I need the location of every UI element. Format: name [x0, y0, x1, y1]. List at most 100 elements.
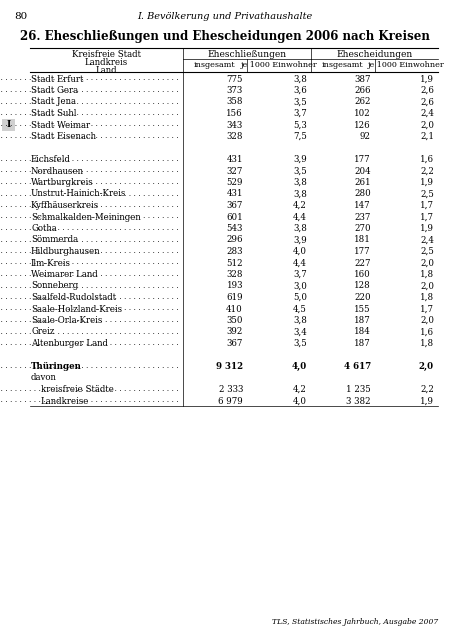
Text: 543: 543: [227, 224, 243, 233]
Text: 373: 373: [227, 86, 243, 95]
Text: . . . . . . . . . . . . . . . . . . . . . . . . . . . . . . . . . . . . . . . .: . . . . . . . . . . . . . . . . . . . . …: [0, 189, 181, 198]
Text: 4,4: 4,4: [293, 259, 307, 268]
Text: 237: 237: [355, 212, 371, 221]
Text: 4 617: 4 617: [344, 362, 371, 371]
Text: 1,8: 1,8: [420, 293, 434, 302]
Text: 177: 177: [355, 155, 371, 164]
Text: 1,9: 1,9: [420, 397, 434, 406]
Text: 3 382: 3 382: [346, 397, 371, 406]
Text: 1 235: 1 235: [346, 385, 371, 394]
Text: 3,5: 3,5: [293, 339, 307, 348]
Text: Unstrut-Hainich-Kreis: Unstrut-Hainich-Kreis: [31, 189, 126, 198]
Text: I: I: [6, 120, 11, 129]
Text: 3,8: 3,8: [293, 224, 307, 233]
Text: 4,2: 4,2: [293, 385, 307, 394]
Text: 4,0: 4,0: [292, 362, 307, 371]
Text: . . . . . . . . . . . . . . . . . . . . . . . . . . . . . . . . . . . . . . . .: . . . . . . . . . . . . . . . . . . . . …: [0, 74, 181, 83]
Text: 2,0: 2,0: [420, 259, 434, 268]
Text: 2,6: 2,6: [420, 86, 434, 95]
Text: 3,7: 3,7: [293, 270, 307, 279]
Text: 283: 283: [226, 247, 243, 256]
Text: 601: 601: [226, 212, 243, 221]
Text: 2,5: 2,5: [420, 189, 434, 198]
Text: 92: 92: [360, 132, 371, 141]
Text: 4,2: 4,2: [293, 201, 307, 210]
Text: Stadt Eisenach: Stadt Eisenach: [31, 132, 96, 141]
Text: . . . . . . . . . . . . . . . . . . . . . . . . . . . . . . . . . . . . . . . .: . . . . . . . . . . . . . . . . . . . . …: [0, 282, 181, 289]
Text: 3,8: 3,8: [293, 316, 307, 325]
Text: Stadt Gera: Stadt Gera: [31, 86, 78, 95]
Text: 3,0: 3,0: [293, 282, 307, 291]
Text: . . . . . . . . . . . . . . . . . . . . . . . . . . . . . . . . . . . . . . . .: . . . . . . . . . . . . . . . . . . . . …: [0, 109, 181, 117]
Text: 4,0: 4,0: [293, 247, 307, 256]
Text: 5,0: 5,0: [293, 293, 307, 302]
Text: 2 333: 2 333: [219, 385, 243, 394]
Text: 328: 328: [226, 132, 243, 141]
Text: 2,6: 2,6: [420, 97, 434, 106]
Text: 266: 266: [355, 86, 371, 95]
Text: Land: Land: [96, 66, 117, 75]
Text: 187: 187: [354, 316, 371, 325]
Text: 4,5: 4,5: [293, 305, 307, 314]
Text: 350: 350: [226, 316, 243, 325]
Text: 3,6: 3,6: [293, 86, 307, 95]
Text: Weimarer Land: Weimarer Land: [31, 270, 98, 279]
Text: . . . . . . . . . . . . . . . . . . . . . . . . . . . . . . . . . . . . . . . .: . . . . . . . . . . . . . . . . . . . . …: [0, 247, 181, 255]
Text: 280: 280: [354, 189, 371, 198]
Text: 2,4: 2,4: [420, 109, 434, 118]
Text: 392: 392: [227, 328, 243, 337]
Text: 327: 327: [227, 166, 243, 175]
Text: 2,1: 2,1: [420, 132, 434, 141]
Text: je 1000 Einwohner: je 1000 Einwohner: [368, 61, 445, 69]
Text: 3,4: 3,4: [293, 328, 307, 337]
Text: Wartburgkreis: Wartburgkreis: [31, 178, 94, 187]
Text: . . . . . . . . . . . . . . . . . . . . . . . . . . . . . . . . . . . . . . . .: . . . . . . . . . . . . . . . . . . . . …: [0, 97, 181, 106]
Text: Saalfeld-Rudolstadt: Saalfeld-Rudolstadt: [31, 293, 116, 302]
Text: 193: 193: [226, 282, 243, 291]
Text: . . . . . . . . . . . . . . . . . . . . . . . . . . . . . . . . . . . . . . . .: . . . . . . . . . . . . . . . . . . . . …: [0, 155, 181, 163]
Text: 187: 187: [354, 339, 371, 348]
Text: 5,3: 5,3: [293, 120, 307, 129]
Text: 775: 775: [226, 74, 243, 83]
Text: 358: 358: [226, 97, 243, 106]
Text: 1,8: 1,8: [420, 339, 434, 348]
Text: . . . . . . . . . . . . . . . . . . . . . . . . . . . . . . . . . . . . . . . .: . . . . . . . . . . . . . . . . . . . . …: [0, 86, 181, 94]
Text: Hildburghausen: Hildburghausen: [31, 247, 101, 256]
Text: Kreisfreie Stadt: Kreisfreie Stadt: [72, 50, 141, 59]
Text: . . . . . . . . . . . . . . . . . . . . . . . . . . . . . . . . . . . . . . . .: . . . . . . . . . . . . . . . . . . . . …: [0, 328, 181, 335]
Text: 512: 512: [226, 259, 243, 268]
Text: 102: 102: [354, 109, 371, 118]
Text: Gotha: Gotha: [31, 224, 57, 233]
Text: 387: 387: [355, 74, 371, 83]
Text: . . . . . . . . . . . . . . . . . . . . . . . . . . . . . . . . . . . . . . . .: . . . . . . . . . . . . . . . . . . . . …: [0, 293, 181, 301]
Text: 1,7: 1,7: [420, 201, 434, 210]
Text: 1,6: 1,6: [420, 328, 434, 337]
Text: 220: 220: [355, 293, 371, 302]
Bar: [2, 119, 15, 131]
Text: 227: 227: [355, 259, 371, 268]
Text: insgesamt: insgesamt: [322, 61, 364, 69]
Text: Stadt Weimar: Stadt Weimar: [31, 120, 90, 129]
Text: 1,8: 1,8: [420, 270, 434, 279]
Text: Landkreis: Landkreis: [85, 58, 128, 67]
Text: Eheschließungen: Eheschließungen: [207, 50, 287, 59]
Text: . . . . . . . . . . . . . . . . . . . . . . . . . . . . . . . . . . . . . . . .: . . . . . . . . . . . . . . . . . . . . …: [0, 339, 181, 347]
Text: 3,8: 3,8: [293, 178, 307, 187]
Text: 2,4: 2,4: [420, 236, 434, 244]
Text: 529: 529: [226, 178, 243, 187]
Text: 619: 619: [226, 293, 243, 302]
Text: 2,2: 2,2: [420, 166, 434, 175]
Text: 126: 126: [355, 120, 371, 129]
Text: . . . . . . . . . . . . . . . . . . . . . . . . . . . . . . . . . . . . . . . .: . . . . . . . . . . . . . . . . . . . . …: [0, 132, 181, 140]
Text: . . . . . . . . . . . . . . . . . . . . . . . . . . . . . . . . . . . . . . . .: . . . . . . . . . . . . . . . . . . . . …: [0, 212, 181, 221]
Text: 4,4: 4,4: [293, 212, 307, 221]
Text: 367: 367: [227, 201, 243, 210]
Text: Sömmerda: Sömmerda: [31, 236, 78, 244]
Text: . . . . . . . . . . . . . . . . . . . . . . . . . . . . . . . . . . . . . . . .: . . . . . . . . . . . . . . . . . . . . …: [0, 385, 181, 393]
Text: 3,9: 3,9: [293, 236, 307, 244]
Text: 7,5: 7,5: [293, 132, 307, 141]
Text: 147: 147: [355, 201, 371, 210]
Text: 128: 128: [354, 282, 371, 291]
Text: 156: 156: [226, 109, 243, 118]
Text: 181: 181: [354, 236, 371, 244]
